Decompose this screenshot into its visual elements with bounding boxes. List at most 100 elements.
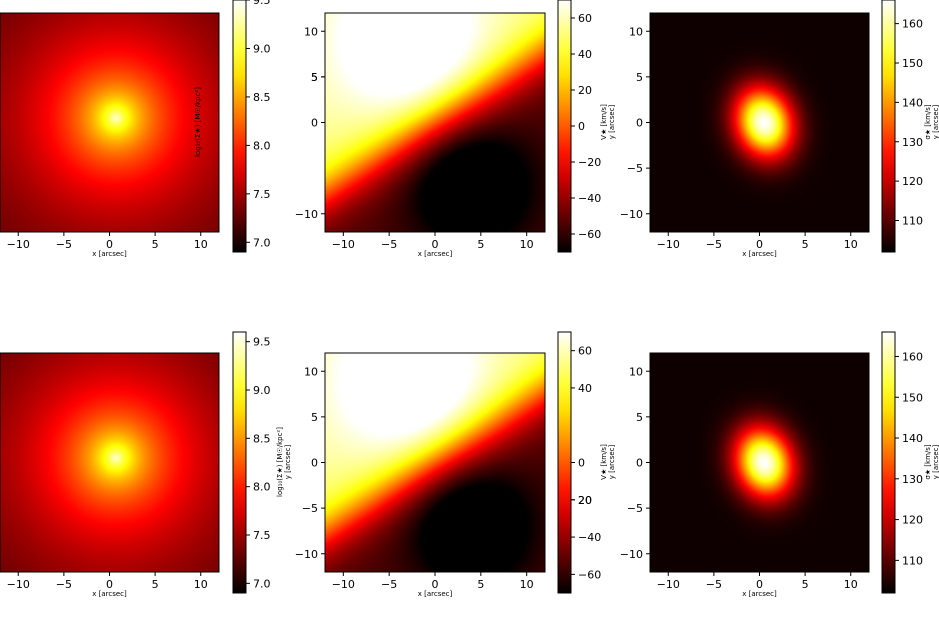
colorbar-tick-label: −60 bbox=[578, 228, 601, 241]
x-tick-label: −10 bbox=[657, 238, 680, 251]
colorbar-tick-label: 150 bbox=[902, 391, 923, 404]
x-axis-label: x [arcsec] bbox=[92, 590, 127, 598]
colorbar-tick-label: 110 bbox=[902, 554, 923, 567]
y-tick-label: 0 bbox=[636, 457, 643, 470]
x-tick-label: 0 bbox=[432, 578, 439, 591]
y-tick-label: 10 bbox=[304, 365, 318, 378]
x-tick-label: 10 bbox=[520, 578, 534, 591]
x-tick-label: 5 bbox=[152, 578, 159, 591]
colorbar-tick-label: 0 bbox=[578, 120, 585, 133]
colorbar-tick-label: 20 bbox=[578, 84, 592, 97]
colorbar-tick-label: 8.5 bbox=[253, 91, 271, 104]
y-tick-label: 5 bbox=[636, 71, 643, 84]
x-tick-label: −10 bbox=[7, 238, 30, 251]
colorbar-label: V★ [km/s] bbox=[600, 444, 608, 480]
colorbar-tick-label: 160 bbox=[902, 18, 923, 31]
x-tick-label: −10 bbox=[657, 578, 680, 591]
colorbar-tick-label: 60 bbox=[578, 12, 592, 25]
x-tick-label: −5 bbox=[56, 238, 72, 251]
x-tick-label: −5 bbox=[381, 578, 397, 591]
x-tick-label: 10 bbox=[844, 578, 858, 591]
colorbar-tick-label: −60 bbox=[578, 568, 601, 581]
y-tick-label: −5 bbox=[627, 162, 643, 175]
x-tick-label: 0 bbox=[106, 238, 113, 251]
panel-3: −10 −5 0 5 10 −10 −5 0 5 10 x [arcsec] 110 120 130 140… bbox=[620, 0, 939, 258]
y-tick-label: 5 bbox=[311, 71, 318, 84]
colorbar-tick-label: 150 bbox=[902, 57, 923, 70]
colorbar-label: σ★ [km/s] bbox=[924, 104, 932, 140]
colorbar-tick-label: −40 bbox=[578, 192, 601, 205]
y-axis-label: y [arcsec] bbox=[932, 104, 939, 139]
y-tick-label: −10 bbox=[620, 548, 643, 561]
colorbar-label: V★ [km/s] bbox=[600, 104, 608, 140]
colorbar-tick-label: 140 bbox=[902, 432, 923, 445]
x-tick-label: 10 bbox=[194, 578, 208, 591]
colorbar-tick-label: 130 bbox=[902, 473, 923, 486]
x-tick-label: −5 bbox=[706, 238, 722, 251]
x-tick-label: 5 bbox=[477, 238, 484, 251]
heatmap-image bbox=[650, 13, 869, 232]
y-tick-label: 10 bbox=[629, 365, 643, 378]
heatmap-image bbox=[325, 353, 545, 572]
x-tick-label: −10 bbox=[332, 238, 355, 251]
colorbar-tick-label: −20 bbox=[578, 156, 601, 169]
colorbar-tick-label: 40 bbox=[578, 382, 592, 395]
colorbar-tick-label: 7.5 bbox=[253, 188, 271, 201]
x-axis-label: x [arcsec] bbox=[92, 250, 127, 258]
y-tick-label: −10 bbox=[295, 548, 318, 561]
y-tick-label: 10 bbox=[304, 25, 318, 38]
colorbar-tick-label: 20 bbox=[578, 494, 592, 507]
colorbar-tick-label: −40 bbox=[578, 531, 601, 544]
x-tick-label: 10 bbox=[844, 238, 858, 251]
x-tick-label: 0 bbox=[106, 578, 113, 591]
y-tick-label: 5 bbox=[311, 411, 318, 424]
colorbar bbox=[557, 0, 572, 253]
colorbar-tick-label: 9.0 bbox=[253, 42, 271, 55]
x-tick-label: −5 bbox=[706, 578, 722, 591]
colorbar-label: log₁₀(Σ★) [M☉/kpc²] bbox=[194, 87, 202, 157]
colorbar-tick-label: 40 bbox=[578, 48, 592, 61]
x-tick-label: 0 bbox=[756, 578, 763, 591]
y-tick-label: −5 bbox=[627, 502, 643, 515]
x-tick-label: 0 bbox=[756, 238, 763, 251]
x-tick-label: 10 bbox=[194, 238, 208, 251]
x-tick-label: 5 bbox=[477, 578, 484, 591]
panel-1: −10 −5 0 5 10 x [arcsec] 7.0 7.5 8.0 8.5 9.0 9.5 log… bbox=[0, 0, 271, 258]
y-tick-label: 0 bbox=[636, 117, 643, 130]
colorbar-tick-label: 7.0 bbox=[253, 577, 271, 590]
colorbar-tick-label: 60 bbox=[578, 345, 592, 358]
panel-6: −10 −5 0 5 10 −10 −5 0 5 10 x [arcsec] 110 120 130 140… bbox=[620, 331, 939, 598]
y-tick-label: −10 bbox=[620, 208, 643, 221]
x-axis-label: x [arcsec] bbox=[418, 250, 453, 258]
y-axis-label: y [arcsec] bbox=[608, 444, 616, 479]
colorbar-tick-label: 160 bbox=[902, 350, 923, 363]
colorbar-tick-label: 9.5 bbox=[253, 0, 271, 7]
y-tick-label: 5 bbox=[311, 71, 318, 84]
heatmap-image bbox=[325, 13, 545, 232]
colorbar-tick-label: 8.0 bbox=[253, 481, 271, 494]
x-tick-label: 0 bbox=[432, 238, 439, 251]
y-tick-label: 10 bbox=[629, 25, 643, 38]
x-tick-label: 5 bbox=[802, 578, 809, 591]
colorbar bbox=[232, 331, 247, 594]
y-axis-label: y [arcsec] bbox=[932, 444, 939, 479]
x-tick-label: −5 bbox=[56, 578, 72, 591]
colorbar bbox=[881, 331, 896, 594]
colorbar-tick-label: 9.0 bbox=[253, 384, 271, 397]
panel-4: −10 −5 0 5 10 x [arcsec] 7.0 7.5 8.0 8.5 9.0 9.5 log… bbox=[0, 331, 292, 598]
colorbar-tick-label: 140 bbox=[902, 96, 923, 109]
colorbar-tick-label: 8.5 bbox=[253, 432, 271, 445]
y-tick-label: 5 bbox=[636, 411, 643, 424]
x-axis-label: x [arcsec] bbox=[742, 250, 777, 258]
colorbar-tick-label: 20 bbox=[578, 494, 592, 507]
y-axis-label: y [arcsec] bbox=[284, 444, 292, 479]
x-tick-label: 5 bbox=[802, 238, 809, 251]
colorbar bbox=[557, 331, 572, 594]
colorbar bbox=[881, 0, 896, 253]
colorbar-tick-label: 8.0 bbox=[253, 139, 271, 152]
x-tick-label: −10 bbox=[7, 578, 30, 591]
x-axis-label: x [arcsec] bbox=[742, 590, 777, 598]
